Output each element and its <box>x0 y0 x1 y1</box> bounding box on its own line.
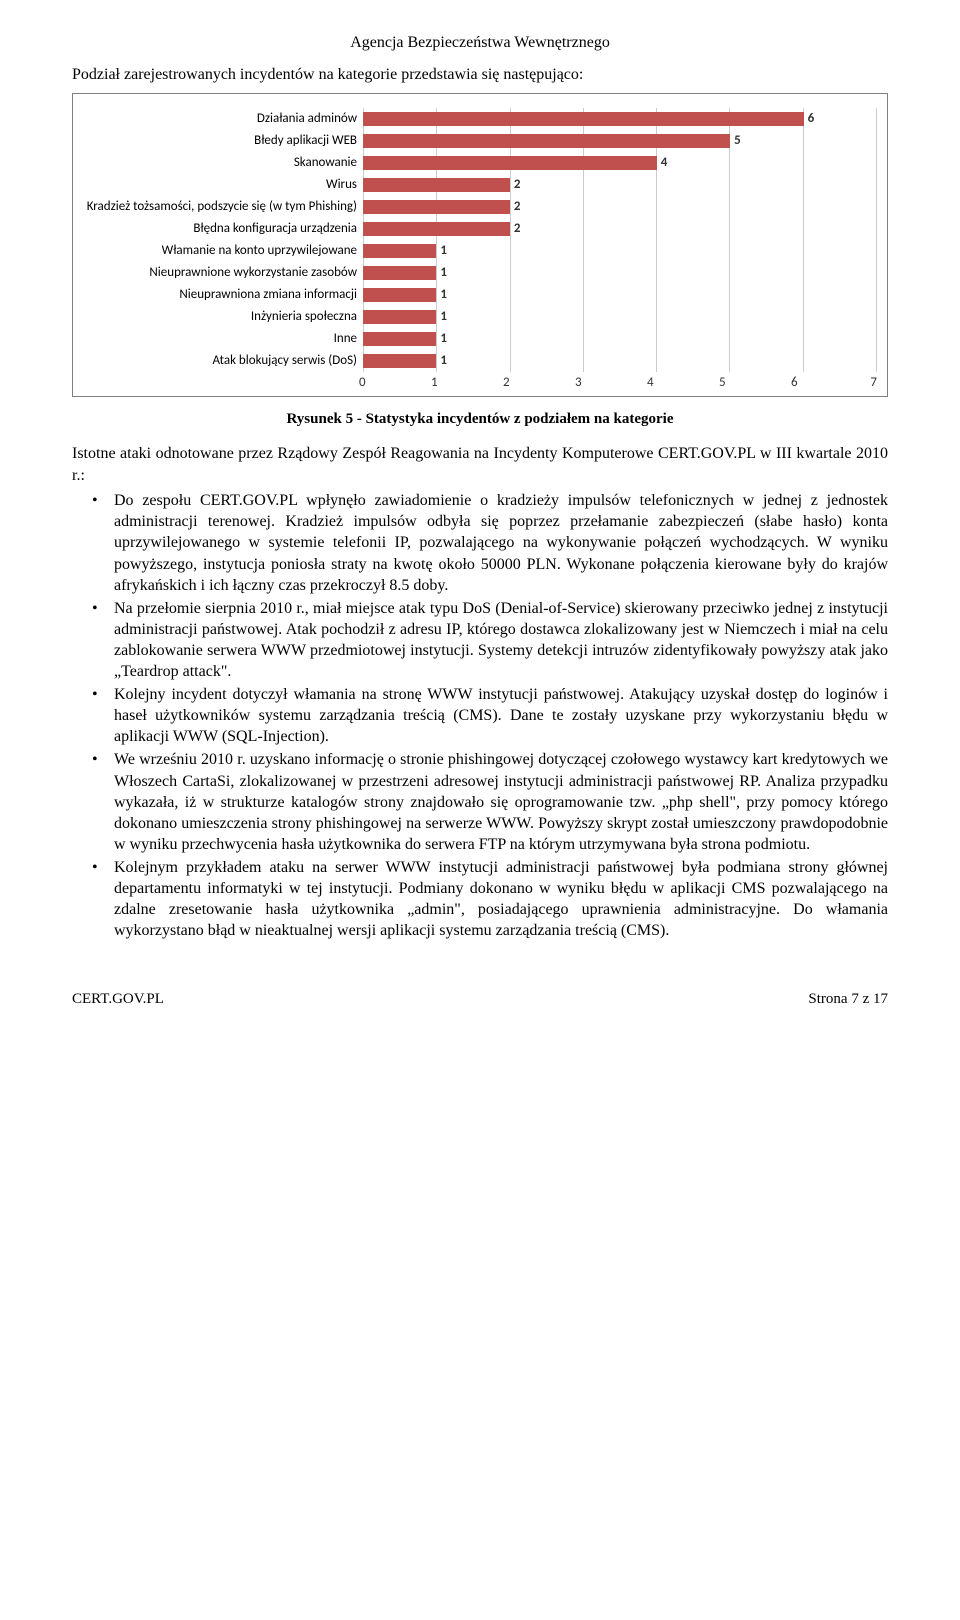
chart-x-tick: 5 <box>719 374 795 392</box>
chart-bar-value: 1 <box>440 330 447 348</box>
chart-bar-cell: 1 <box>363 240 877 262</box>
chart-bar: 6 <box>363 112 804 126</box>
chart-bar-cell: 1 <box>363 350 877 372</box>
chart-bar: 1 <box>363 310 436 324</box>
incident-category-chart: Działania adminów6Błedy aplikacji WEB5Sk… <box>72 93 888 397</box>
chart-category-label: Nieuprawniona zmiana informacji <box>83 284 363 306</box>
chart-x-tick: 3 <box>575 374 651 392</box>
chart-bar: 2 <box>363 178 510 192</box>
chart-bar-cell: 2 <box>363 174 877 196</box>
chart-bar-value: 1 <box>440 286 447 304</box>
chart-category-label: Działania adminów <box>83 108 363 130</box>
chart-bar: 1 <box>363 288 436 302</box>
incident-bullet: Kolejnym przykładem ataku na serwer WWW … <box>114 857 888 941</box>
chart-category-label: Włamanie na konto uprzywilejowane <box>83 240 363 262</box>
footer-left: CERT.GOV.PL <box>72 989 164 1009</box>
chart-bar-cell: 4 <box>363 152 877 174</box>
chart-bar-value: 2 <box>514 220 521 238</box>
chart-bar: 1 <box>363 244 436 258</box>
chart-category-label: Inżynieria społeczna <box>83 306 363 328</box>
footer-right: Strona 7 z 17 <box>808 989 888 1009</box>
chart-bar-value: 6 <box>808 110 815 128</box>
chart-x-tick: 2 <box>503 374 579 392</box>
chart-category-label: Błedy aplikacji WEB <box>83 130 363 152</box>
chart-x-axis: 01234567 <box>363 374 877 392</box>
chart-x-tick: 0 <box>359 374 435 392</box>
chart-category-label: Atak blokujący serwis (DoS) <box>83 350 363 372</box>
chart-bar: 4 <box>363 156 657 170</box>
incident-bullet: Na przełomie sierpnia 2010 r., miał miej… <box>114 598 888 682</box>
chart-bar: 2 <box>363 222 510 236</box>
chart-x-tick: 1 <box>431 374 507 392</box>
chart-x-tick: 6 <box>791 374 867 392</box>
chart-bar-value: 4 <box>661 154 668 172</box>
chart-bar-value: 1 <box>440 242 447 260</box>
chart-bar-cell: 1 <box>363 328 877 350</box>
incident-bullet: Do zespołu CERT.GOV.PL wpłynęło zawiadom… <box>114 490 888 596</box>
chart-bar: 5 <box>363 134 730 148</box>
page-header-agency: Agencja Bezpieczeństwa Wewnętrznego <box>72 32 888 54</box>
chart-bar: 1 <box>363 266 436 280</box>
chart-bar-cell: 2 <box>363 196 877 218</box>
chart-bar-cell: 1 <box>363 284 877 306</box>
chart-x-tick: 7 <box>867 374 877 392</box>
chart-bar-value: 2 <box>514 176 521 194</box>
page-footer: CERT.GOV.PL Strona 7 z 17 <box>72 989 888 1009</box>
chart-bar-cell: 1 <box>363 306 877 328</box>
chart-bar-value: 2 <box>514 198 521 216</box>
chart-caption: Rysunek 5 - Statystyka incydentów z podz… <box>72 409 888 429</box>
chart-bar-cell: 2 <box>363 218 877 240</box>
incident-bullet: We wrześniu 2010 r. uzyskano informację … <box>114 749 888 855</box>
chart-category-label: Kradzież tożsamości, podszycie się (w ty… <box>83 196 363 218</box>
chart-bar: 1 <box>363 332 436 346</box>
chart-category-label: Skanowanie <box>83 152 363 174</box>
chart-bar: 1 <box>363 354 436 368</box>
body-lead: Istotne ataki odnotowane przez Rządowy Z… <box>72 443 888 486</box>
incident-bullet-list: Do zespołu CERT.GOV.PL wpłynęło zawiadom… <box>72 490 888 941</box>
chart-bar-value: 1 <box>440 308 447 326</box>
chart-bar-cell: 1 <box>363 262 877 284</box>
chart-bar-cell: 5 <box>363 130 877 152</box>
chart-bar-value: 5 <box>734 132 741 150</box>
intro-paragraph: Podział zarejestrowanych incydentów na k… <box>72 64 888 86</box>
chart-x-tick: 4 <box>647 374 723 392</box>
incident-bullet: Kolejny incydent dotyczył włamania na st… <box>114 684 888 747</box>
chart-bar-value: 1 <box>440 264 447 282</box>
chart-bar-cell: 6 <box>363 108 877 130</box>
chart-bar-value: 1 <box>440 352 447 370</box>
chart-category-label: Wirus <box>83 174 363 196</box>
chart-category-label: Nieuprawnione wykorzystanie zasobów <box>83 262 363 284</box>
chart-bar: 2 <box>363 200 510 214</box>
chart-category-label: Błędna konfiguracja urządzenia <box>83 218 363 240</box>
chart-category-label: Inne <box>83 328 363 350</box>
